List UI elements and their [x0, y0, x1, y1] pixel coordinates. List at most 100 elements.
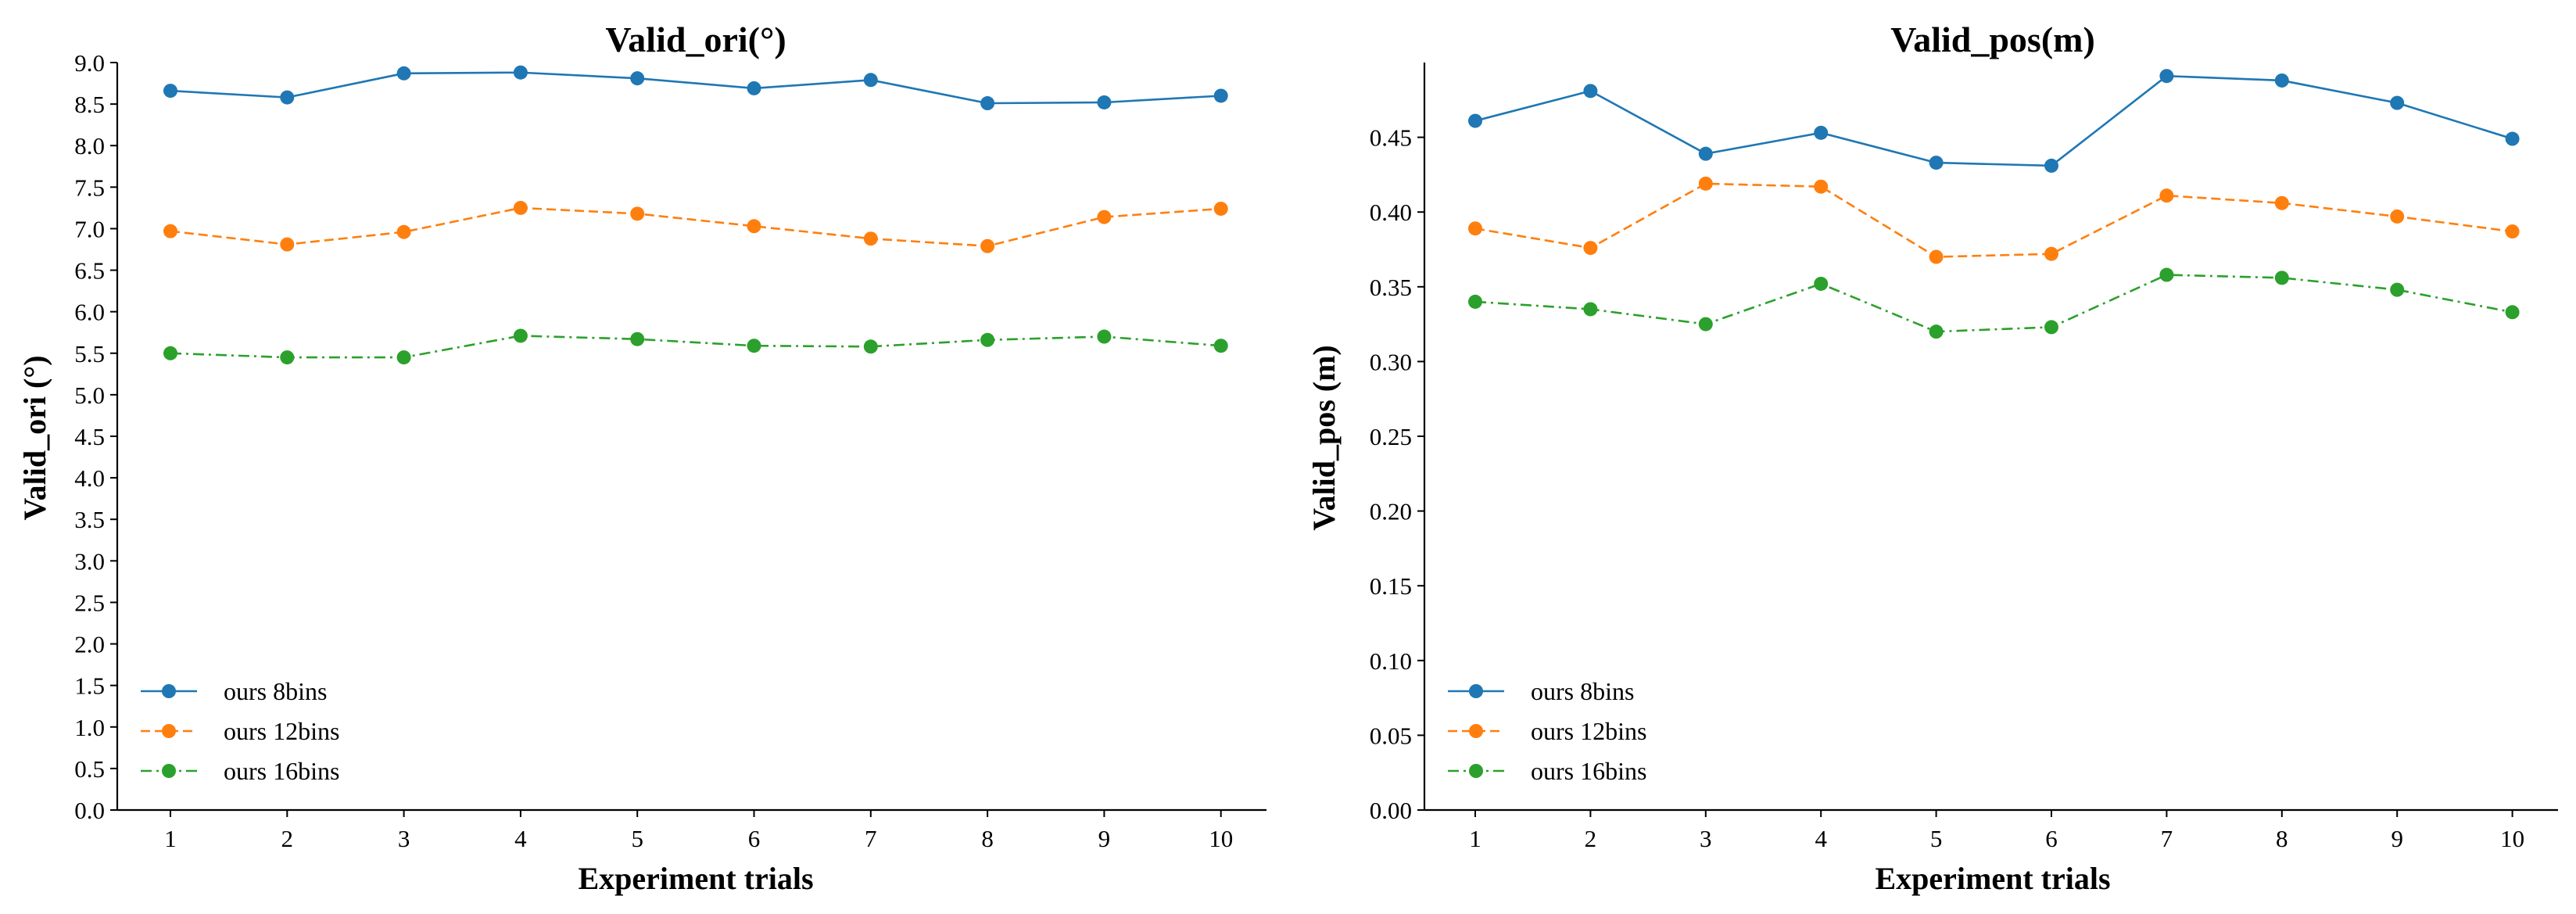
chart-title: Valid_pos(m): [1890, 20, 2095, 59]
x-axis-label: Experiment trials: [1875, 861, 2110, 896]
data-point: [1468, 294, 1482, 309]
y-tick-label: 0.15: [1370, 572, 1412, 600]
data-point: [1929, 156, 1944, 170]
data-point: [163, 84, 177, 99]
data-point: [1213, 339, 1228, 353]
y-tick-label: 7.0: [74, 215, 105, 242]
data-point: [980, 238, 995, 253]
x-tick-label: 8: [981, 825, 994, 852]
legend-marker: [1469, 684, 1483, 698]
x-tick-label: 5: [631, 825, 643, 852]
data-point: [280, 90, 295, 105]
y-axis-label: Valid_pos (m): [1306, 345, 1342, 530]
series-line-2: [170, 206, 1221, 248]
data-point: [1929, 249, 1944, 264]
data-point: [980, 332, 995, 347]
x-tick-label: 6: [748, 825, 761, 852]
data-point: [280, 350, 295, 365]
x-tick-label: 10: [1209, 825, 1233, 852]
data-point: [1213, 88, 1228, 103]
y-tick-label: 8.0: [74, 132, 105, 160]
x-tick-label: 4: [514, 825, 527, 852]
data-point: [1929, 324, 1944, 339]
y-tick-label: 0.00: [1370, 797, 1412, 824]
legend-label: ours 8bins: [1531, 677, 1634, 705]
data-point: [980, 96, 995, 111]
data-point: [863, 73, 878, 88]
legend-marker: [162, 724, 176, 738]
data-point: [396, 224, 411, 239]
x-tick-label: 3: [398, 825, 410, 852]
y-tick-label: 9.0: [74, 49, 105, 77]
chart-valid-ori-svg: Valid_ori(°) Experiment trials Valid_ori…: [17, 20, 1267, 896]
y-tick-label: 0.20: [1370, 498, 1412, 525]
x-tick-label: 3: [1700, 825, 1712, 852]
data-point: [2274, 271, 2289, 285]
x-tick-label: 7: [2161, 825, 2173, 852]
y-tick-label: 1.0: [74, 714, 105, 741]
legend-label: ours 16bins: [224, 757, 339, 785]
y-tick-label: 0.5: [74, 755, 105, 783]
data-point: [1468, 221, 1482, 236]
y-tick-label: 3.0: [74, 547, 105, 575]
chart-valid-pos-svg: Valid_pos(m) Experiment trials Valid_pos…: [1306, 20, 2558, 896]
x-tick-label: 6: [2045, 825, 2058, 852]
data-point: [163, 346, 177, 360]
y-tick-label: 0.10: [1370, 647, 1412, 675]
data-point: [1213, 201, 1228, 216]
y-tick-label: 6.0: [74, 299, 105, 326]
series-line-3: [1474, 274, 2513, 333]
chart-valid-ori: Valid_ori(°) Experiment trials Valid_ori…: [0, 0, 1288, 910]
y-tick-label: 0.0: [74, 797, 105, 824]
x-tick-label: 9: [1098, 825, 1111, 852]
data-point: [2044, 158, 2058, 173]
y-tick-label: 4.5: [74, 423, 105, 450]
y-tick-label: 0.40: [1370, 199, 1412, 226]
data-point: [2390, 209, 2405, 224]
data-point: [630, 206, 645, 221]
x-tick-label: 7: [865, 825, 877, 852]
x-tick-label: 2: [1585, 825, 1597, 852]
data-point: [863, 231, 878, 246]
data-point: [2159, 267, 2174, 282]
data-point: [396, 66, 411, 81]
data-point: [1814, 179, 1829, 194]
x-tick-label: 9: [2391, 825, 2403, 852]
y-tick-label: 3.5: [74, 506, 105, 533]
data-point: [1583, 302, 1598, 317]
data-point: [1698, 317, 1713, 332]
data-point: [1814, 125, 1829, 140]
chart-title: Valid_ori(°): [605, 20, 786, 59]
y-tick-label: 1.5: [74, 672, 105, 700]
data-point: [1698, 176, 1713, 191]
x-axis-label: Experiment trials: [578, 861, 813, 896]
data-point: [747, 219, 761, 234]
data-point: [280, 237, 295, 252]
data-point: [513, 328, 528, 343]
series-line-1: [170, 71, 1221, 105]
y-tick-label: 8.5: [74, 91, 105, 118]
data-point: [1468, 113, 1482, 128]
data-point: [2390, 95, 2405, 110]
data-point: [396, 350, 411, 365]
data-point: [1097, 95, 1112, 109]
data-point: [863, 339, 878, 354]
y-tick-label: 7.5: [74, 174, 105, 201]
chart-valid-pos: Valid_pos(m) Experiment trials Valid_pos…: [1288, 0, 2575, 910]
series-line-3: [170, 335, 1221, 359]
data-point: [630, 332, 645, 346]
data-point: [2274, 195, 2289, 210]
data-point: [2505, 131, 2520, 146]
y-tick-label: 6.5: [74, 257, 105, 285]
y-tick-label: 0.35: [1370, 274, 1412, 301]
x-tick-label: 8: [2276, 825, 2288, 852]
x-tick-label: 2: [281, 825, 294, 852]
legend-marker: [162, 684, 176, 698]
y-tick-label: 0.30: [1370, 348, 1412, 375]
data-point: [2505, 224, 2520, 239]
data-point: [630, 71, 645, 86]
data-point: [1698, 146, 1713, 161]
legend-label: ours 16bins: [1531, 757, 1646, 785]
x-tick-label: 1: [164, 825, 177, 852]
y-tick-label: 2.0: [74, 631, 105, 658]
